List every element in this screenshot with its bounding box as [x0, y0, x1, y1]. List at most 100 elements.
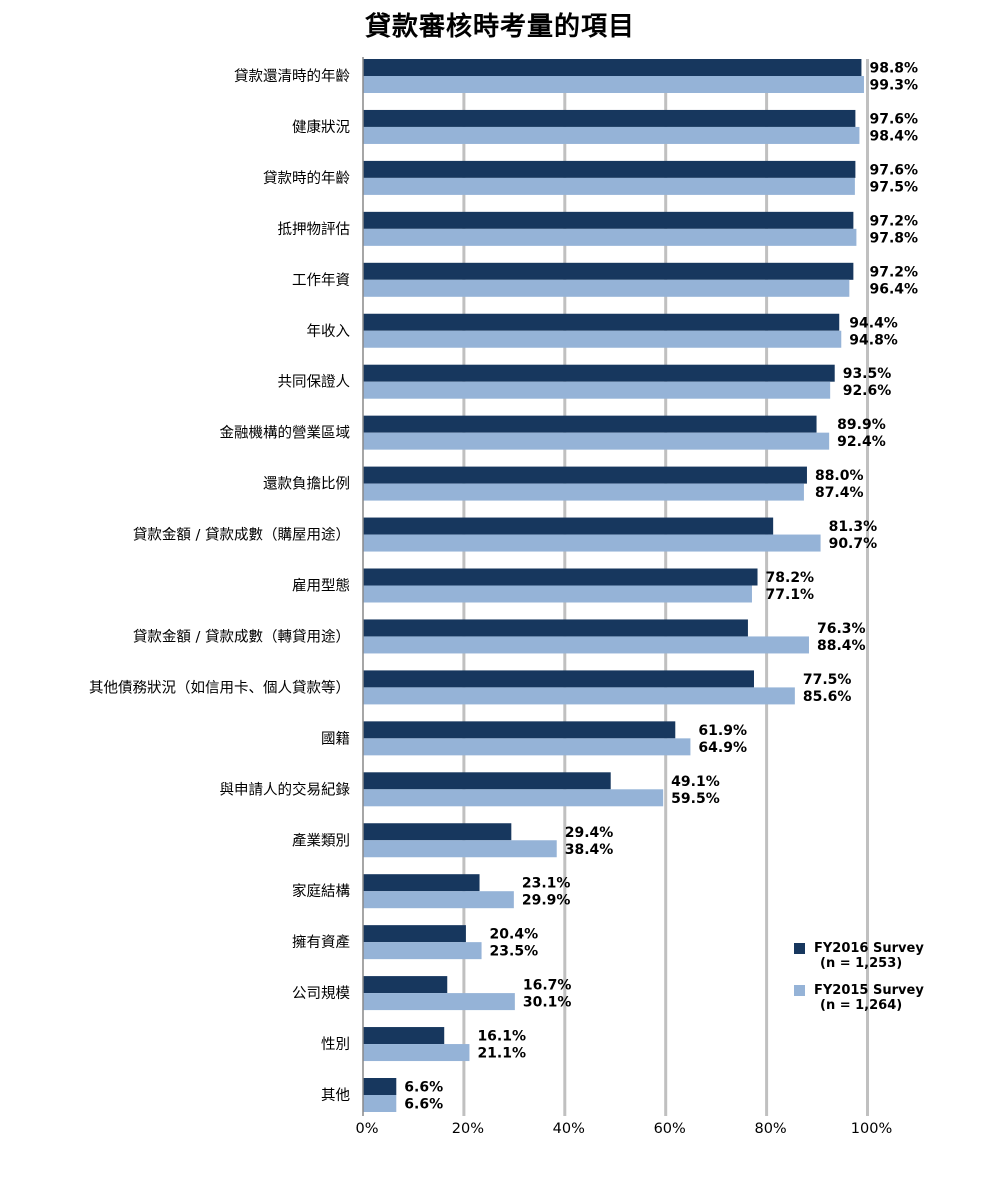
bar — [363, 1027, 445, 1045]
bar — [363, 789, 664, 807]
legend-swatch-fy2016 — [794, 943, 805, 954]
data-label: 59.5% — [671, 791, 720, 807]
data-label: 89.9% — [837, 417, 886, 433]
category-label: 公司規模 — [292, 985, 350, 1002]
bar — [363, 1078, 397, 1095]
bar — [363, 59, 862, 76]
category-label: 抵押物評估 — [278, 221, 351, 238]
legend-sample-fy2015: (n = 1,264) — [820, 998, 903, 1013]
bar — [363, 534, 821, 552]
data-label: 6.6% — [404, 1080, 443, 1096]
bar — [363, 483, 804, 501]
data-label: 29.9% — [522, 893, 571, 909]
category-label: 國籍 — [321, 730, 350, 747]
bar — [363, 636, 809, 654]
legend-sample-fy2016: (n = 1,253) — [820, 956, 903, 971]
bar — [363, 313, 840, 331]
bar — [363, 976, 448, 994]
data-label: 99.3% — [870, 78, 919, 94]
category-label: 其他 — [321, 1087, 350, 1104]
data-label: 87.4% — [815, 485, 864, 501]
bar — [363, 415, 817, 433]
bar — [363, 772, 611, 790]
bar — [363, 891, 514, 909]
category-label: 年收入 — [307, 323, 351, 340]
bar — [363, 942, 482, 960]
category-label: 產業類別 — [292, 832, 350, 849]
bar — [363, 687, 795, 705]
bar — [363, 1044, 470, 1062]
bar — [363, 925, 466, 943]
data-label: 81.3% — [829, 519, 878, 535]
data-label: 78.2% — [766, 570, 815, 586]
data-label: 92.6% — [843, 383, 892, 399]
bar — [363, 823, 512, 841]
legend-swatch-fy2015 — [794, 985, 805, 996]
legend-label-fy2016: FY2016 Survey — [814, 941, 924, 956]
data-label: 97.5% — [870, 179, 919, 195]
category-label: 與申請人的交易紀錄 — [220, 780, 351, 798]
data-label: 30.1% — [523, 995, 572, 1011]
bar — [363, 279, 850, 297]
bar — [363, 721, 676, 739]
data-label: 94.8% — [849, 332, 898, 348]
chart-title: 貸款審核時考量的項目 — [364, 12, 635, 42]
bar — [363, 262, 854, 280]
data-label: 23.1% — [522, 876, 571, 892]
data-label: 61.9% — [698, 723, 747, 739]
data-label: 38.4% — [565, 842, 614, 858]
category-label: 雇用型態 — [292, 578, 350, 595]
data-label: 64.9% — [698, 740, 747, 756]
bar — [363, 364, 835, 382]
data-label: 97.6% — [870, 111, 919, 127]
data-label: 94.4% — [849, 315, 898, 331]
bar — [363, 126, 860, 144]
x-tick-label: 0% — [355, 1121, 378, 1137]
bar — [363, 432, 830, 450]
bar — [363, 517, 774, 535]
bar — [363, 993, 515, 1011]
category-label: 還款負擔比例 — [263, 476, 350, 493]
bar — [363, 109, 856, 127]
bar — [363, 840, 557, 858]
data-label: 77.1% — [766, 587, 815, 603]
bar — [363, 1095, 397, 1112]
bar — [363, 160, 856, 178]
bar — [363, 381, 831, 399]
data-label: 16.7% — [523, 978, 572, 994]
bar — [363, 568, 758, 586]
category-label: 貸款時的年齡 — [263, 170, 350, 187]
data-label: 6.6% — [404, 1097, 443, 1113]
x-tick-label: 40% — [553, 1121, 585, 1137]
bar — [363, 228, 857, 246]
data-label: 96.4% — [870, 281, 919, 297]
category-label: 家庭結構 — [292, 883, 350, 900]
category-label: 金融機構的營業區域 — [220, 425, 351, 442]
data-label: 88.4% — [817, 638, 866, 654]
data-label: 85.6% — [803, 689, 852, 705]
data-label: 49.1% — [671, 774, 720, 790]
x-tick-label: 60% — [654, 1121, 686, 1137]
category-label: 性別 — [321, 1036, 350, 1053]
bar — [363, 585, 752, 603]
data-label: 77.5% — [803, 672, 852, 688]
bar — [363, 76, 864, 93]
data-label: 88.0% — [815, 468, 864, 484]
bar — [363, 466, 807, 484]
data-label: 98.8% — [870, 61, 919, 77]
bar — [363, 177, 855, 195]
bar — [363, 738, 691, 756]
data-label: 93.5% — [843, 366, 892, 382]
category-label: 其他債務狀況（如信用卡、個人貸款等） — [89, 678, 350, 696]
category-label: 貸款金額 / 貸款成數（購屋用途） — [133, 527, 350, 544]
bar — [363, 619, 748, 637]
bar — [363, 330, 842, 348]
category-label: 擁有資產 — [292, 934, 350, 951]
data-label: 98.4% — [870, 128, 919, 144]
category-label: 貸款金額 / 貸款成數（轉貸用途） — [133, 628, 350, 645]
bar — [363, 211, 854, 229]
category-label: 共同保證人 — [278, 374, 351, 391]
data-label: 97.2% — [870, 213, 919, 229]
bar — [363, 670, 754, 688]
data-label: 97.6% — [870, 162, 919, 178]
